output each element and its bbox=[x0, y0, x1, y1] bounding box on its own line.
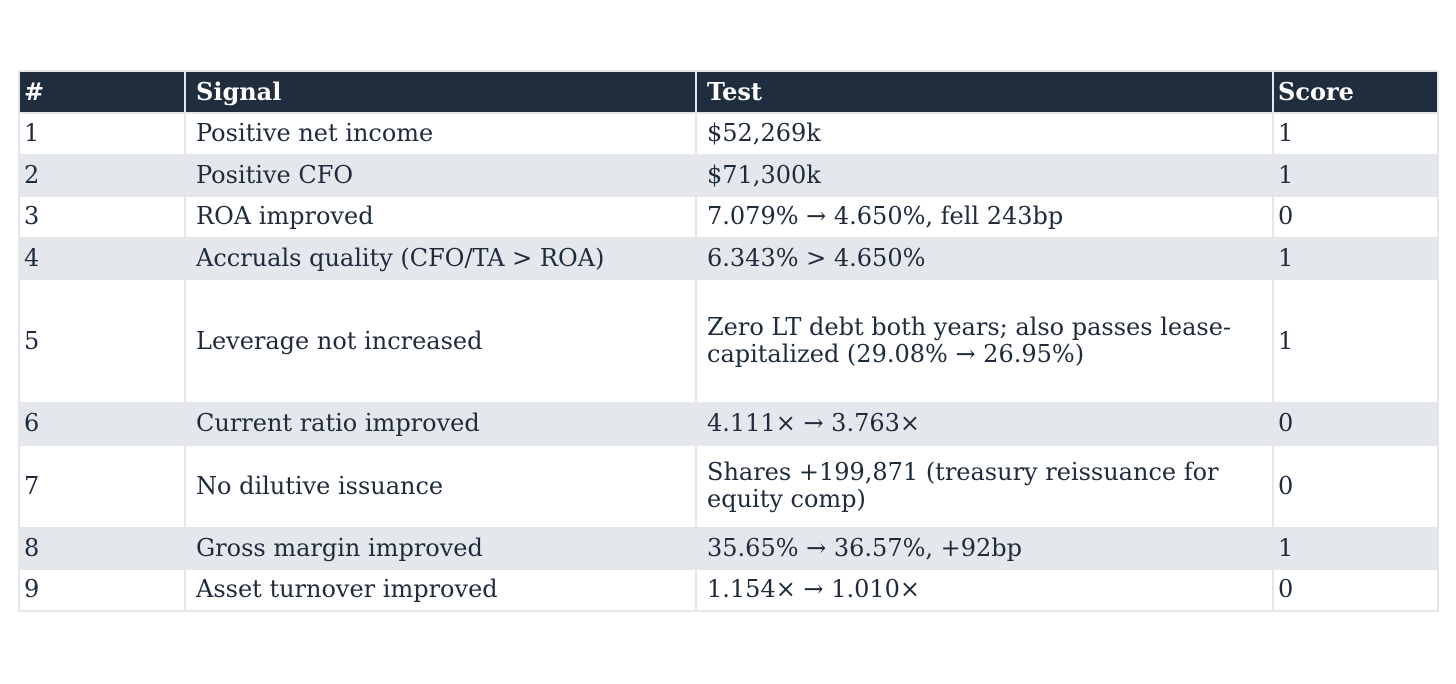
header-score: Score bbox=[1272, 70, 1439, 114]
cell-test: $52,269k bbox=[695, 112, 1274, 156]
cell-signal: Positive net income bbox=[184, 112, 697, 156]
cell-test: Zero LT debt both years; also passes lea… bbox=[695, 278, 1274, 404]
cell-score: 0 bbox=[1272, 195, 1439, 239]
table-row: 2 Positive CFO $71,300k 1 bbox=[18, 153, 1439, 197]
cell-score: 1 bbox=[1272, 526, 1439, 570]
cell-score: 1 bbox=[1272, 112, 1439, 156]
cell-signal: Positive CFO bbox=[184, 153, 697, 197]
cell-score: 1 bbox=[1272, 236, 1439, 280]
cell-signal: Asset turnover improved bbox=[184, 568, 697, 612]
cell-test: $71,300k bbox=[695, 153, 1274, 197]
cell-score: 0 bbox=[1272, 402, 1439, 446]
cell-num: 1 bbox=[18, 112, 186, 156]
signals-table: # Signal Test Score 1 Positive net incom… bbox=[18, 70, 1439, 612]
table-row: 9 Asset turnover improved 1.154× → 1.010… bbox=[18, 568, 1439, 612]
cell-score: 0 bbox=[1272, 568, 1439, 612]
table-row: 6 Current ratio improved 4.111× → 3.763×… bbox=[18, 402, 1439, 446]
table-row: 5 Leverage not increased Zero LT debt bo… bbox=[18, 278, 1439, 404]
cell-signal: Current ratio improved bbox=[184, 402, 697, 446]
table-header: # Signal Test Score bbox=[18, 70, 1439, 114]
cell-test: 7.079% → 4.650%, fell 243bp bbox=[695, 195, 1274, 239]
header-row: # Signal Test Score bbox=[18, 70, 1439, 114]
cell-test: Shares +199,871 (treasury reissuance for… bbox=[695, 443, 1274, 529]
table-row: 7 No dilutive issuance Shares +199,871 (… bbox=[18, 443, 1439, 529]
cell-test: 4.111× → 3.763× bbox=[695, 402, 1274, 446]
table-row: 3 ROA improved 7.079% → 4.650%, fell 243… bbox=[18, 195, 1439, 239]
cell-num: 3 bbox=[18, 195, 186, 239]
header-test: Test bbox=[695, 70, 1274, 114]
cell-signal: ROA improved bbox=[184, 195, 697, 239]
table-body: 1 Positive net income $52,269k 1 2 Posit… bbox=[18, 112, 1439, 612]
cell-signal: Leverage not increased bbox=[184, 278, 697, 404]
cell-num: 5 bbox=[18, 278, 186, 404]
cell-test: 1.154× → 1.010× bbox=[695, 568, 1274, 612]
cell-signal: Accruals quality (CFO/TA > ROA) bbox=[184, 236, 697, 280]
cell-score: 0 bbox=[1272, 443, 1439, 529]
table-row: 4 Accruals quality (CFO/TA > ROA) 6.343%… bbox=[18, 236, 1439, 280]
cell-signal: No dilutive issuance bbox=[184, 443, 697, 529]
cell-num: 2 bbox=[18, 153, 186, 197]
cell-num: 6 bbox=[18, 402, 186, 446]
cell-test: 35.65% → 36.57%, +92bp bbox=[695, 526, 1274, 570]
cell-num: 8 bbox=[18, 526, 186, 570]
header-signal: Signal bbox=[184, 70, 697, 114]
cell-num: 4 bbox=[18, 236, 186, 280]
cell-score: 1 bbox=[1272, 278, 1439, 404]
table-row: 1 Positive net income $52,269k 1 bbox=[18, 112, 1439, 156]
cell-test: 6.343% > 4.650% bbox=[695, 236, 1274, 280]
header-num: # bbox=[18, 70, 186, 114]
table-row: 8 Gross margin improved 35.65% → 36.57%,… bbox=[18, 526, 1439, 570]
cell-signal: Gross margin improved bbox=[184, 526, 697, 570]
cell-num: 7 bbox=[18, 443, 186, 529]
cell-score: 1 bbox=[1272, 153, 1439, 197]
cell-num: 9 bbox=[18, 568, 186, 612]
